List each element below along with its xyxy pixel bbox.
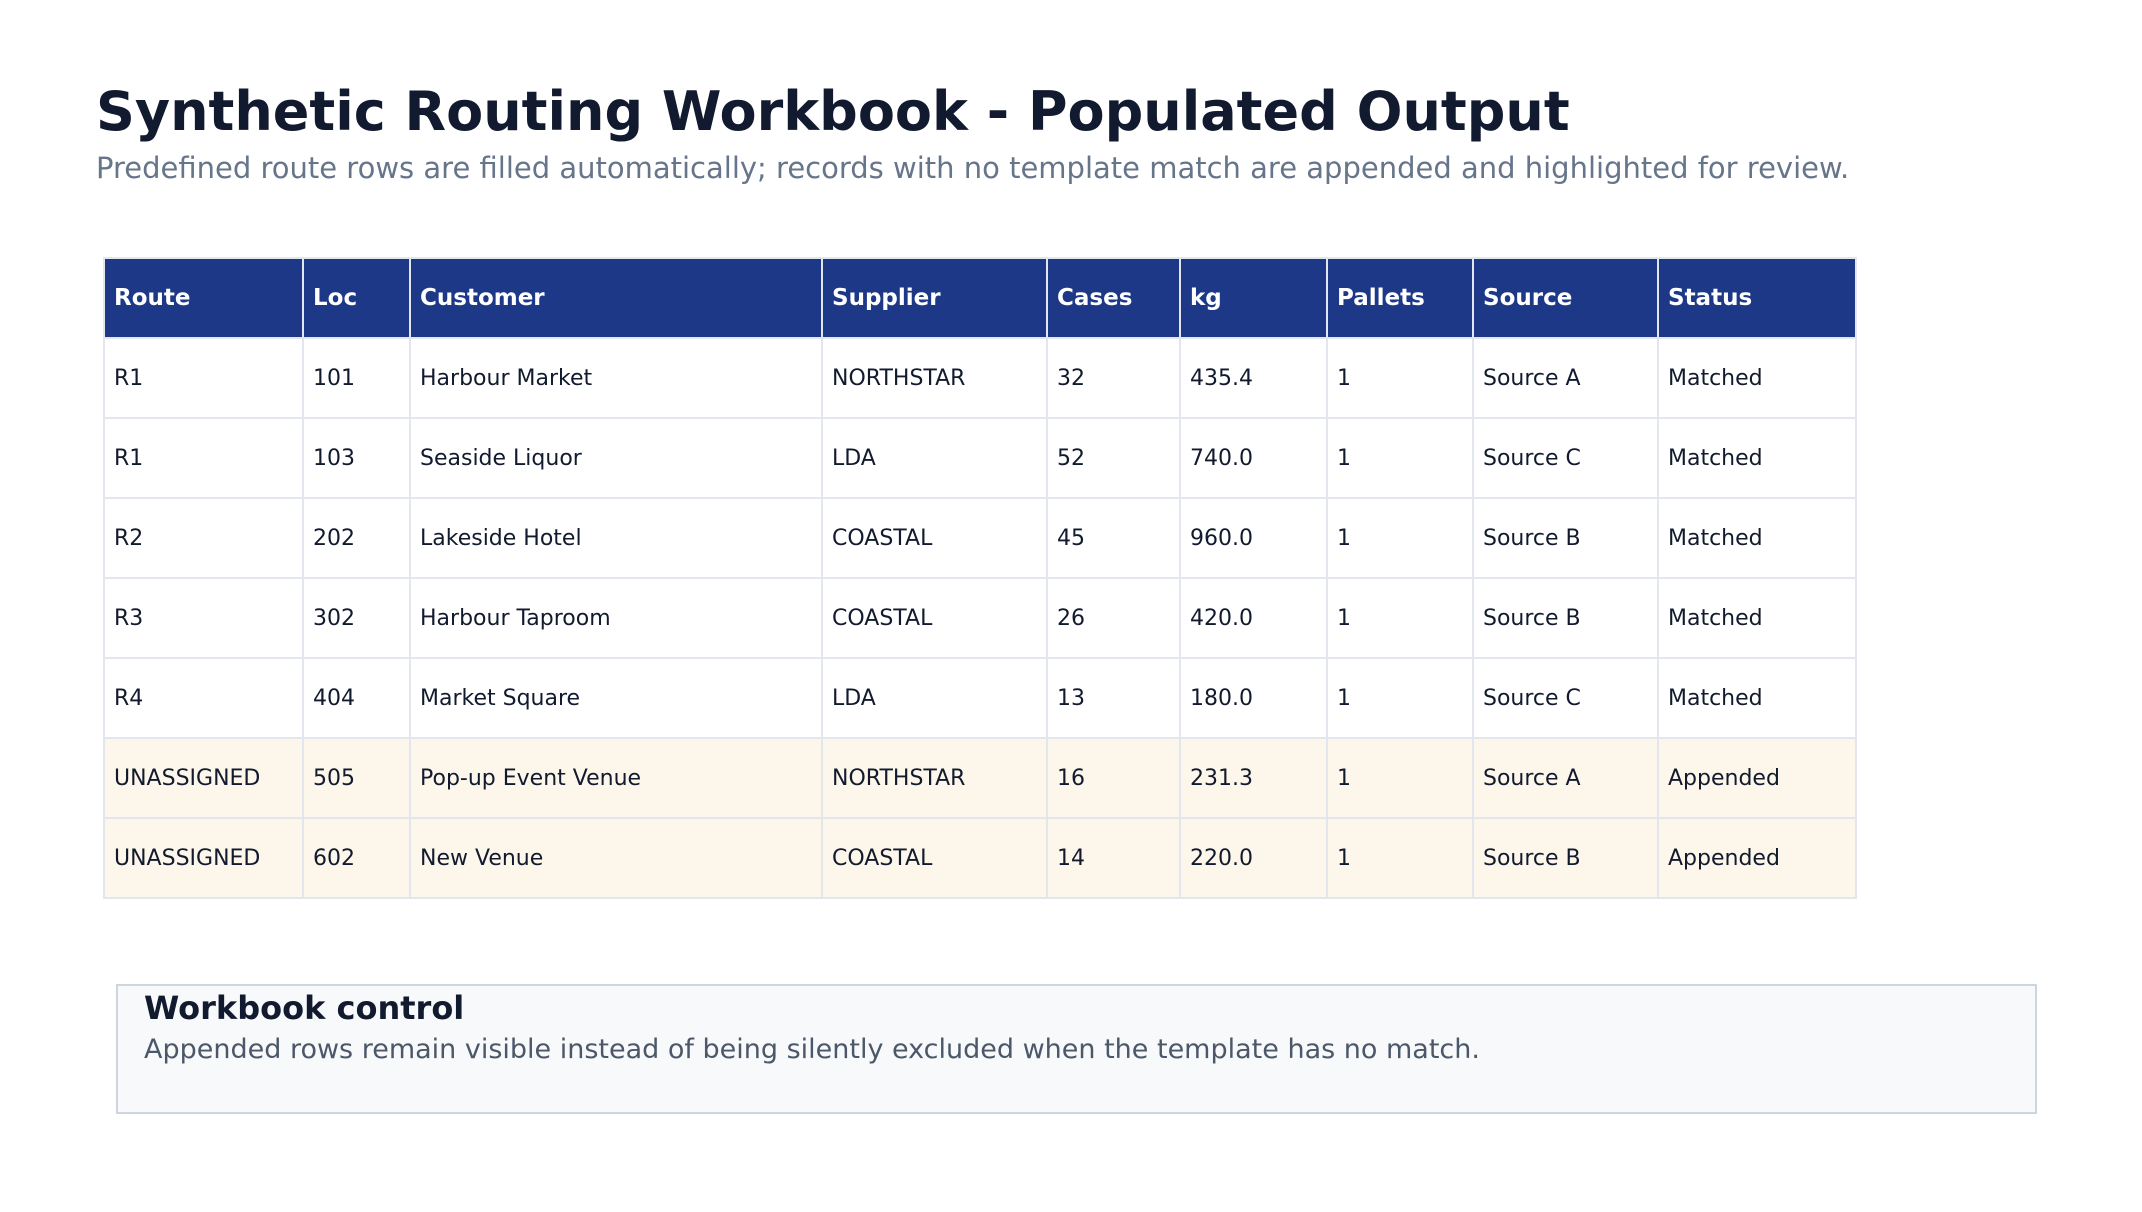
cell-cases: 13	[1047, 658, 1180, 738]
table-row: R1 101 Harbour Market NORTHSTAR 32 435.4…	[104, 338, 1856, 418]
cell-cases: 45	[1047, 498, 1180, 578]
cell-kg: 960.0	[1180, 498, 1327, 578]
cell-cases: 14	[1047, 818, 1180, 898]
cell-status: Matched	[1658, 498, 1856, 578]
cell-loc: 101	[303, 338, 410, 418]
cell-status: Appended	[1658, 738, 1856, 818]
cell-route: R1	[104, 338, 303, 418]
cell-kg: 435.4	[1180, 338, 1327, 418]
cell-supplier: COASTAL	[822, 498, 1047, 578]
table-row: R3 302 Harbour Taproom COASTAL 26 420.0 …	[104, 578, 1856, 658]
cell-supplier: LDA	[822, 418, 1047, 498]
column-header-status: Status	[1658, 258, 1856, 338]
page-subtitle: Predefined route rows are filled automat…	[96, 148, 1849, 188]
cell-loc: 404	[303, 658, 410, 738]
cell-status: Matched	[1658, 418, 1856, 498]
cell-pallets: 1	[1327, 578, 1473, 658]
cell-supplier: NORTHSTAR	[822, 338, 1047, 418]
column-header-supplier: Supplier	[822, 258, 1047, 338]
cell-cases: 52	[1047, 418, 1180, 498]
table-header-row: Route Loc Customer Supplier Cases kg Pal…	[104, 258, 1856, 338]
cell-loc: 103	[303, 418, 410, 498]
cell-source: Source C	[1473, 418, 1658, 498]
cell-supplier: COASTAL	[822, 578, 1047, 658]
cell-customer: Lakeside Hotel	[410, 498, 822, 578]
cell-route: R2	[104, 498, 303, 578]
cell-kg: 180.0	[1180, 658, 1327, 738]
cell-customer: Harbour Taproom	[410, 578, 822, 658]
table-row: R2 202 Lakeside Hotel COASTAL 45 960.0 1…	[104, 498, 1856, 578]
cell-loc: 302	[303, 578, 410, 658]
cell-status: Matched	[1658, 658, 1856, 738]
column-header-pallets: Pallets	[1327, 258, 1473, 338]
cell-source: Source A	[1473, 738, 1658, 818]
cell-pallets: 1	[1327, 338, 1473, 418]
cell-supplier: NORTHSTAR	[822, 738, 1047, 818]
workbook-control-title: Workbook control	[144, 986, 464, 1030]
cell-status: Matched	[1658, 338, 1856, 418]
cell-kg: 420.0	[1180, 578, 1327, 658]
cell-source: Source B	[1473, 498, 1658, 578]
table-row: R1 103 Seaside Liquor LDA 52 740.0 1 Sou…	[104, 418, 1856, 498]
table-row: R4 404 Market Square LDA 13 180.0 1 Sour…	[104, 658, 1856, 738]
column-header-kg: kg	[1180, 258, 1327, 338]
cell-loc: 602	[303, 818, 410, 898]
cell-kg: 740.0	[1180, 418, 1327, 498]
column-header-cases: Cases	[1047, 258, 1180, 338]
cell-customer: Seaside Liquor	[410, 418, 822, 498]
cell-customer: Market Square	[410, 658, 822, 738]
cell-loc: 202	[303, 498, 410, 578]
cell-loc: 505	[303, 738, 410, 818]
cell-pallets: 1	[1327, 738, 1473, 818]
cell-pallets: 1	[1327, 818, 1473, 898]
cell-route: R3	[104, 578, 303, 658]
workbook-control-text: Appended rows remain visible instead of …	[144, 1030, 1480, 1070]
cell-source: Source B	[1473, 818, 1658, 898]
cell-pallets: 1	[1327, 418, 1473, 498]
cell-route: R4	[104, 658, 303, 738]
workbook-control-box: Workbook control Appended rows remain vi…	[116, 984, 2037, 1114]
page-title: Synthetic Routing Workbook - Populated O…	[96, 76, 1570, 148]
cell-pallets: 1	[1327, 498, 1473, 578]
cell-pallets: 1	[1327, 658, 1473, 738]
routing-table: Route Loc Customer Supplier Cases kg Pal…	[103, 257, 1857, 899]
cell-cases: 16	[1047, 738, 1180, 818]
column-header-route: Route	[104, 258, 303, 338]
cell-supplier: LDA	[822, 658, 1047, 738]
column-header-customer: Customer	[410, 258, 822, 338]
cell-cases: 32	[1047, 338, 1180, 418]
cell-status: Matched	[1658, 578, 1856, 658]
cell-customer: Pop-up Event Venue	[410, 738, 822, 818]
cell-supplier: COASTAL	[822, 818, 1047, 898]
cell-route: UNASSIGNED	[104, 818, 303, 898]
cell-status: Appended	[1658, 818, 1856, 898]
cell-route: R1	[104, 418, 303, 498]
cell-kg: 231.3	[1180, 738, 1327, 818]
cell-source: Source B	[1473, 578, 1658, 658]
column-header-source: Source	[1473, 258, 1658, 338]
cell-route: UNASSIGNED	[104, 738, 303, 818]
table-row-appended: UNASSIGNED 505 Pop-up Event Venue NORTHS…	[104, 738, 1856, 818]
cell-customer: New Venue	[410, 818, 822, 898]
cell-cases: 26	[1047, 578, 1180, 658]
cell-kg: 220.0	[1180, 818, 1327, 898]
table-row-appended: UNASSIGNED 602 New Venue COASTAL 14 220.…	[104, 818, 1856, 898]
column-header-loc: Loc	[303, 258, 410, 338]
cell-source: Source A	[1473, 338, 1658, 418]
cell-customer: Harbour Market	[410, 338, 822, 418]
cell-source: Source C	[1473, 658, 1658, 738]
